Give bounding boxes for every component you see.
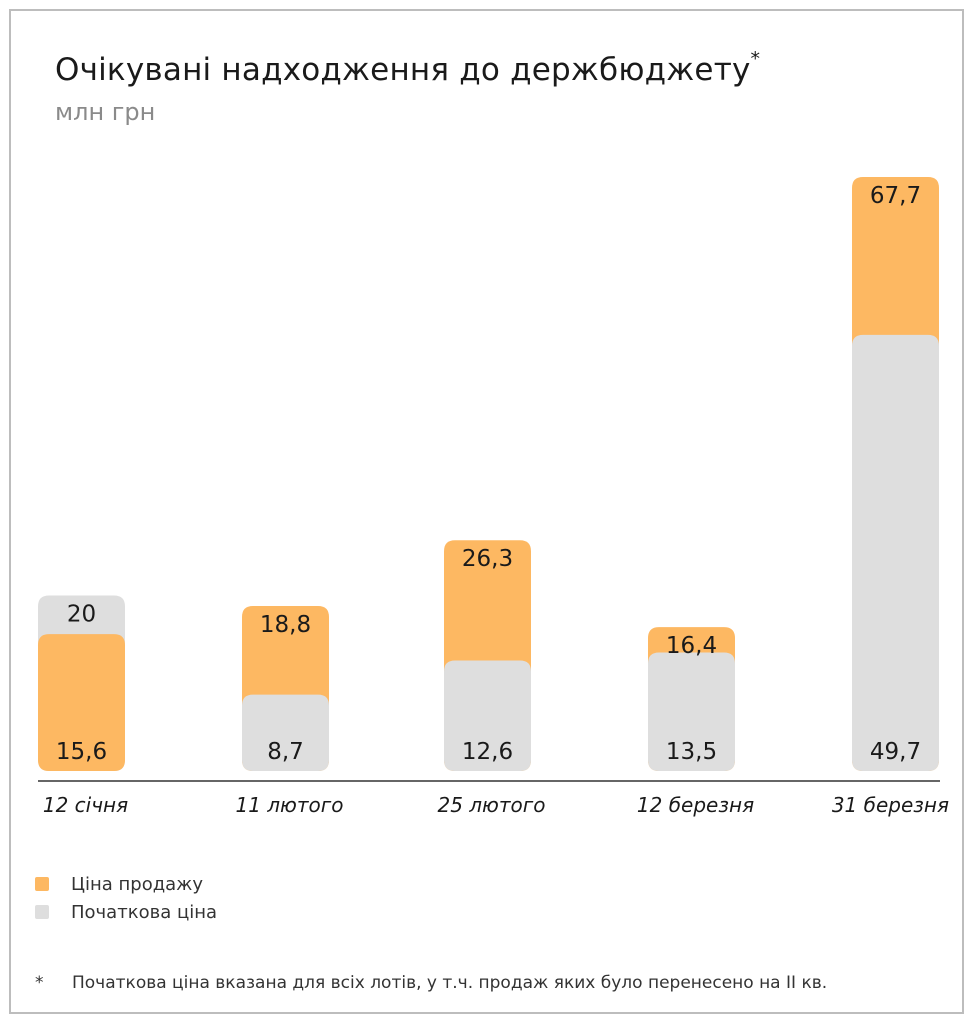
- x-tick-label: 31 березня: [832, 793, 949, 817]
- x-tick-label: 11 лютого: [235, 793, 343, 817]
- bar-start-price: [242, 694, 329, 771]
- data-label-start: 12,6: [462, 739, 513, 765]
- legend-item-sale: Ціна продажу: [35, 870, 217, 898]
- bar-start-price: [648, 652, 735, 771]
- title-footnote-mark: *: [750, 48, 761, 70]
- x-tick-label: 25 лютого: [437, 793, 545, 817]
- legend: Ціна продажу Початкова ціна: [35, 870, 217, 926]
- bar-group: 26,3 12,6 25 лютого: [437, 540, 546, 817]
- data-label-sale: 18,8: [260, 612, 311, 638]
- x-tick-label: 12 січня: [43, 793, 128, 817]
- footnote-text: Початкова ціна вказана для всіх лотів, у…: [72, 973, 828, 993]
- footnote-mark: *: [35, 973, 44, 993]
- bar-group: 16,4 13,5 12 березня: [637, 627, 754, 817]
- data-label-sale: 26,3: [462, 546, 513, 572]
- legend-swatch-sale: [35, 877, 49, 891]
- legend-item-start: Початкова ціна: [35, 898, 217, 926]
- data-label-start: 20: [67, 602, 96, 628]
- bar-start-price: [444, 660, 531, 771]
- data-label-sale: 16,4: [666, 633, 717, 659]
- bar-group: 20 15,6 12 січня: [38, 595, 128, 817]
- legend-label-start: Початкова ціна: [71, 901, 217, 923]
- x-tick-label: 12 березня: [637, 793, 754, 817]
- chart-frame: [9, 9, 964, 1014]
- data-label-sale: 15,6: [56, 739, 107, 765]
- legend-label-sale: Ціна продажу: [71, 873, 204, 895]
- data-label-start: 8,7: [267, 739, 304, 765]
- footnote: * Початкова ціна вказана для всіх лотів, …: [35, 973, 827, 993]
- legend-swatch-start: [35, 905, 49, 919]
- chart-subtitle: млн грн: [55, 98, 156, 126]
- bar-group: 18,8 8,7 11 лютого: [235, 606, 344, 817]
- bar-start-price: [852, 334, 939, 771]
- bar-group: 67,7 49,7 31 березня: [832, 177, 949, 817]
- data-label-start: 49,7: [870, 739, 921, 765]
- bar-sale-price: [38, 634, 125, 771]
- data-label-start: 13,5: [666, 739, 717, 765]
- chart-title: Очікувані надходження до держбюджету*: [55, 48, 761, 88]
- data-label-sale: 67,7: [870, 183, 921, 209]
